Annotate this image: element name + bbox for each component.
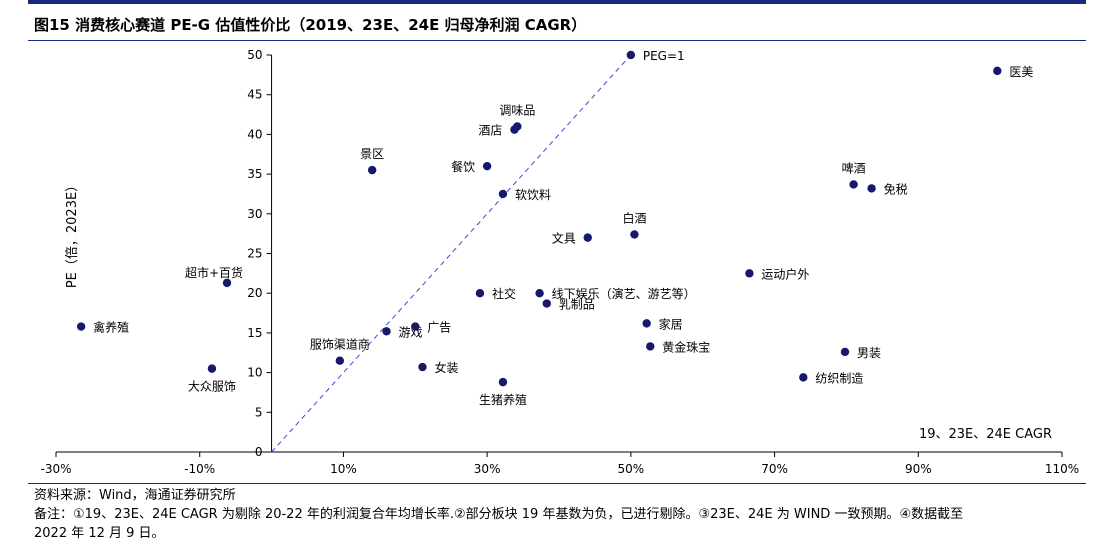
data-point (510, 125, 519, 134)
data-point-label: 女装 (434, 360, 458, 375)
y-tick-label: 45 (247, 88, 262, 102)
data-point (840, 347, 850, 357)
data-point (207, 364, 217, 373)
data-point-label: 酒店 (478, 124, 502, 138)
y-tick-label: 40 (247, 127, 262, 141)
y-tick-label: 15 (247, 326, 262, 340)
data-point-label: 社交 (492, 286, 516, 301)
data-point (367, 165, 377, 175)
y-tick-label: 50 (247, 48, 262, 62)
data-point-label: 软饮料 (515, 188, 551, 202)
x-tick-label: 50% (618, 462, 645, 476)
data-point-label: 黄金珠宝 (662, 339, 710, 354)
data-point-label: 运动户外 (761, 266, 809, 281)
x-tick-label: 10% (330, 462, 357, 476)
y-tick-label: 20 (247, 286, 262, 300)
data-point (849, 180, 858, 189)
data-point (745, 269, 754, 278)
x-tick-label: -30% (40, 462, 71, 476)
peg-reference-point (626, 50, 636, 60)
data-point (642, 319, 651, 328)
data-point (335, 356, 345, 365)
data-point-label: 医美 (1009, 65, 1033, 79)
data-point (475, 289, 485, 298)
data-point (382, 327, 391, 336)
title-divider (28, 40, 1086, 41)
data-point (222, 278, 232, 288)
y-tick-label: 35 (247, 167, 262, 181)
x-axis-title: 19、23E、24E CAGR (919, 427, 1052, 442)
data-point-label: 男装 (857, 346, 881, 360)
peg-reference-line (271, 54, 632, 453)
data-point (498, 377, 508, 387)
y-tick-label: 0 (255, 445, 263, 459)
data-point-label: 超市+百货 (185, 265, 243, 280)
data-point-label: 白酒 (622, 210, 646, 225)
top-accent-bar (28, 0, 1086, 4)
data-point (542, 299, 551, 308)
data-point-label: 乳制品 (559, 298, 595, 312)
figure-title: 图15 消费核心赛道 PE-G 估值性价比（2019、23E、24E 归母净利润… (34, 16, 587, 34)
data-point (646, 342, 655, 351)
data-point-label: 服饰渠道商 (310, 337, 370, 352)
data-point (630, 230, 639, 239)
data-point-label: 禽养殖 (93, 320, 129, 335)
y-axis-title: PE（倍，2023E） (65, 179, 80, 288)
y-tick-label: 5 (255, 405, 263, 419)
data-point-label: 文具 (552, 231, 576, 246)
x-tick-label: 110% (1045, 462, 1079, 476)
x-tick-label: 90% (905, 462, 932, 476)
scatter-chart: -30% -10% 10% 30% 50% 70% 90% 110% 0 5 10 15 20 25 30 3… (40, 48, 1079, 476)
y-tick-label: 30 (247, 207, 262, 221)
data-point (799, 373, 808, 382)
data-point-label: 免税 (884, 181, 908, 196)
data-point-label: 家居 (659, 316, 683, 331)
data-point-label: 大众服饰 (188, 380, 236, 394)
data-point-label: 调味品 (499, 103, 535, 117)
data-point-label: 啤酒 (842, 160, 866, 175)
data-point-label: 景区 (360, 147, 384, 161)
data-point (535, 289, 544, 298)
x-tick-label: -10% (184, 462, 215, 476)
data-point-label: 广告 (427, 321, 451, 335)
data-point (498, 189, 508, 199)
remark-line-1: 备注：①19、23E、24E CAGR 为剔除 20-22 年的利润复合年均增长… (34, 507, 964, 522)
remark-line-2: 2022 年 12 月 9 日。 (34, 526, 165, 541)
data-point-label: 线下娱乐（演艺、游艺等） (552, 286, 696, 301)
peg-reference-label: PEG=1 (643, 49, 685, 63)
data-point (482, 161, 492, 171)
data-point (867, 184, 876, 193)
y-tick-label: 25 (247, 247, 262, 261)
data-point (411, 322, 420, 331)
footer-divider (28, 483, 1086, 484)
source-note: 资料来源：Wind，海通证券研究所 (34, 488, 236, 503)
data-point (993, 66, 1002, 76)
data-point-label: 生猪养殖 (479, 392, 527, 407)
y-tick-label: 10 (247, 366, 262, 380)
data-point-label: 餐饮 (451, 159, 475, 174)
data-point (76, 322, 86, 331)
data-point-label: 纺织制造 (815, 371, 863, 385)
data-point (418, 362, 427, 372)
data-point (583, 233, 592, 242)
x-tick-label: 30% (474, 462, 501, 476)
x-tick-label: 70% (761, 462, 788, 476)
